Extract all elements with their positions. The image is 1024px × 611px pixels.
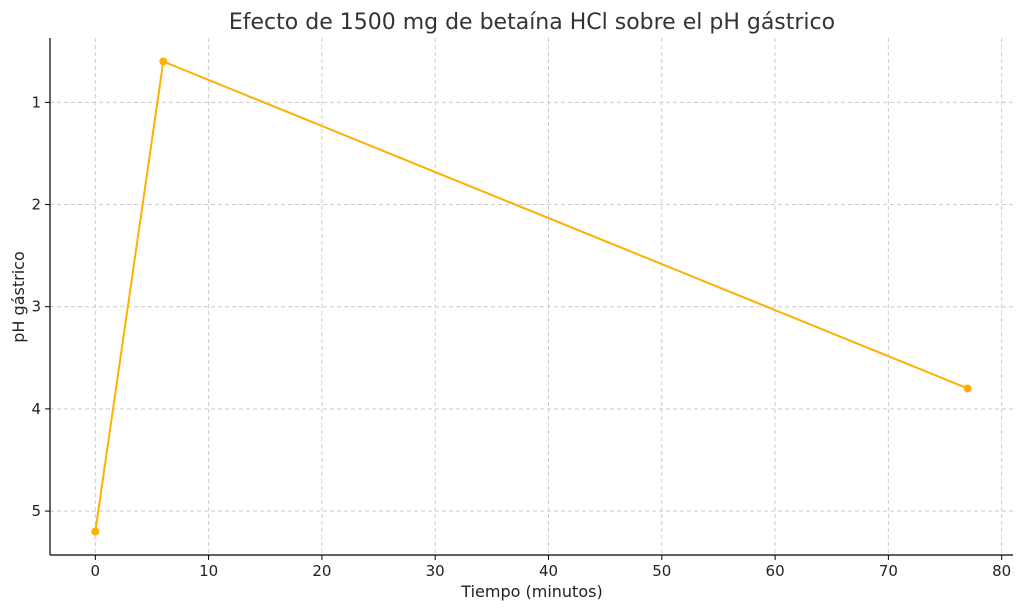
data-point bbox=[159, 57, 168, 66]
x-tick-label: 70 bbox=[879, 562, 898, 580]
y-tick-label: 1 bbox=[31, 93, 41, 111]
series-layer bbox=[91, 57, 972, 536]
x-tick-label: 10 bbox=[199, 562, 218, 580]
x-axis-label: Tiempo (minutos) bbox=[460, 582, 602, 601]
x-tick-label: 20 bbox=[312, 562, 331, 580]
y-axis-label: pH gástrico bbox=[9, 251, 28, 342]
y-tick-label: 5 bbox=[31, 502, 41, 520]
x-tick-label: 0 bbox=[91, 562, 101, 580]
x-tick-label: 30 bbox=[426, 562, 445, 580]
chart-title: Efecto de 1500 mg de betaína HCl sobre e… bbox=[229, 10, 835, 35]
y-tick-label: 2 bbox=[31, 196, 41, 214]
x-tick-label: 80 bbox=[992, 562, 1011, 580]
grid-layer bbox=[50, 38, 1013, 555]
data-point bbox=[963, 384, 972, 393]
axes-spines bbox=[49, 38, 1013, 556]
x-tick-label: 50 bbox=[652, 562, 671, 580]
series-line bbox=[94, 60, 969, 532]
x-tick-label: 40 bbox=[539, 562, 558, 580]
data-point bbox=[91, 527, 100, 536]
y-tick-label: 4 bbox=[31, 400, 41, 418]
x-axis-ticks: 0 10 20 30 40 50 60 70 80 bbox=[91, 555, 1011, 580]
y-tick-label: 3 bbox=[31, 298, 41, 316]
y-axis-ticks: 1 2 3 4 5 bbox=[31, 93, 50, 520]
x-tick-label: 60 bbox=[766, 562, 785, 580]
